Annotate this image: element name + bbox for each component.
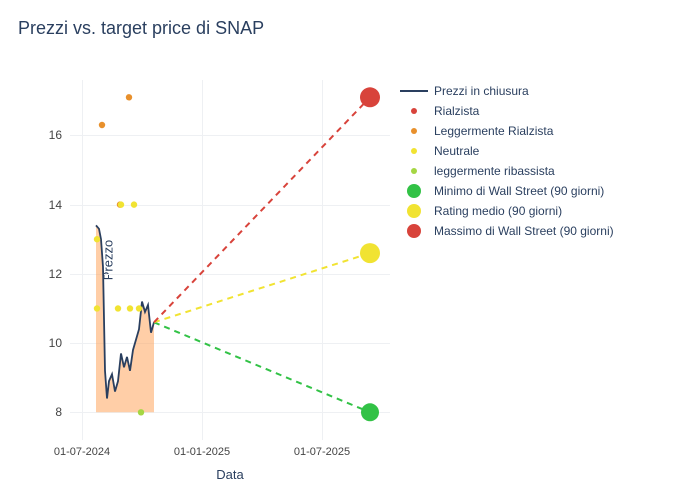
rating-marker: [126, 94, 132, 100]
plot-area: Prezzo Data 81012141601-07-202401-01-202…: [70, 80, 390, 440]
target-marker: [360, 243, 380, 263]
target-projection-line: [154, 322, 370, 412]
legend-item[interactable]: Prezzi in chiusura: [400, 82, 614, 100]
rating-marker: [94, 236, 100, 242]
y-tick-label: 10: [49, 336, 62, 350]
legend-label: Massimo di Wall Street (90 giorni): [434, 224, 614, 238]
x-tick-label: 01-07-2024: [54, 446, 110, 458]
legend-swatch-dot: [400, 108, 428, 114]
y-tick-label: 16: [49, 128, 62, 142]
rating-marker: [118, 201, 124, 207]
legend-swatch-dot: [400, 148, 428, 154]
legend-label: Neutrale: [434, 144, 479, 158]
legend-swatch-dot: [400, 128, 428, 134]
legend-item[interactable]: Rating medio (90 giorni): [400, 202, 614, 220]
legend-label: leggermente ribassista: [434, 164, 555, 178]
rating-marker: [94, 305, 100, 311]
rating-marker: [136, 305, 142, 311]
chart-title: Prezzi vs. target price di SNAP: [18, 18, 264, 39]
rating-marker: [131, 201, 137, 207]
legend-swatch-dot: [400, 204, 428, 218]
rating-marker: [127, 305, 133, 311]
y-tick-label: 8: [55, 405, 62, 419]
y-tick-label: 14: [49, 198, 62, 212]
legend-item[interactable]: Leggermente Rialzista: [400, 122, 614, 140]
legend-label: Leggermente Rialzista: [434, 124, 553, 138]
legend-swatch-dot: [400, 224, 428, 238]
x-tick-label: 01-01-2025: [174, 446, 230, 458]
legend-label: Rialzista: [434, 104, 479, 118]
legend-swatch-line: [400, 90, 428, 92]
rating-marker: [115, 305, 121, 311]
y-tick-label: 12: [49, 267, 62, 281]
legend-item[interactable]: Massimo di Wall Street (90 giorni): [400, 222, 614, 240]
legend-item[interactable]: Neutrale: [400, 142, 614, 160]
legend-label: Rating medio (90 giorni): [434, 204, 562, 218]
legend-item[interactable]: Minimo di Wall Street (90 giorni): [400, 182, 614, 200]
target-marker: [361, 403, 379, 421]
legend-swatch-dot: [400, 184, 428, 198]
x-axis-label: Data: [216, 467, 243, 482]
rating-marker: [138, 409, 144, 415]
target-marker: [360, 87, 380, 107]
legend-label: Prezzi in chiusura: [434, 84, 529, 98]
rating-marker: [99, 122, 105, 128]
chart-svg: [70, 80, 390, 440]
legend: Prezzi in chiusura Rialzista Leggermente R…: [400, 82, 614, 242]
legend-swatch-dot: [400, 168, 428, 174]
legend-item[interactable]: leggermente ribassista: [400, 162, 614, 180]
legend-item[interactable]: Rialzista: [400, 102, 614, 120]
legend-label: Minimo di Wall Street (90 giorni): [434, 184, 604, 198]
x-tick-label: 01-07-2025: [294, 446, 350, 458]
